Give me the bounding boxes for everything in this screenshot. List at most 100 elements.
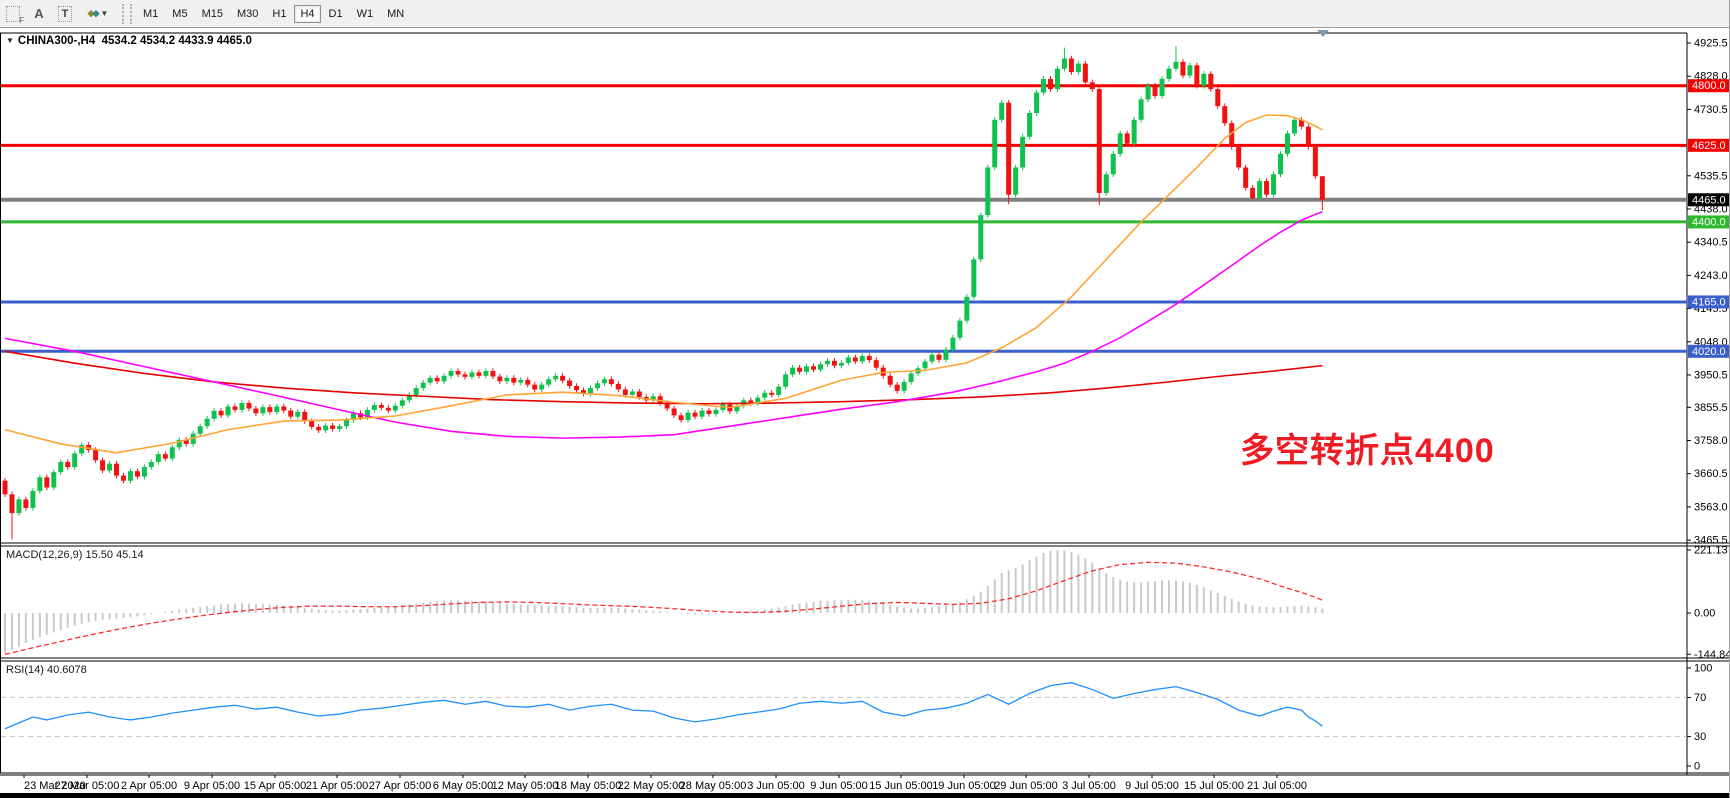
price-badge-label: 4400.0 [1692,216,1726,228]
candle [1298,119,1304,127]
candle [1041,78,1047,93]
date-axis-label[interactable]: 19 Jun 05:00 [932,780,996,792]
shapes-tool-icon[interactable]: ◆◆ ▼ [78,3,118,25]
timeframe-button-h1[interactable]: H1 [266,5,292,23]
candle [65,461,71,468]
date-axis-label[interactable]: 9 Jul 05:00 [1125,780,1179,792]
candle [497,376,503,382]
price-tick-label: 4438.0 [1694,203,1728,215]
date-axis-label[interactable]: 3 Jul 05:00 [1062,780,1116,792]
candle [1166,68,1172,79]
candle [155,454,161,462]
candle [1089,82,1095,90]
timeframe-button-m5[interactable]: M5 [166,5,193,23]
candle [567,380,573,387]
dotted-frame-f-icon[interactable]: F [0,3,26,25]
candle [120,475,126,481]
macd-signal-line [4,561,1323,655]
rsi-axis-label: 100 [1694,663,1712,675]
date-axis-label[interactable]: 23 Mar 2020 [24,780,86,792]
date-axis-label[interactable]: 27 Apr 05:00 [369,780,431,792]
candle [406,394,412,401]
timeframe-button-d1[interactable]: D1 [323,5,349,23]
candle [1138,99,1144,120]
candle [371,405,377,410]
rsi-value: 40.6078 [46,664,87,676]
candle [574,386,580,391]
date-axis-label[interactable]: 9 Jun 05:00 [810,780,868,792]
candle [302,411,308,422]
candle [1319,176,1325,200]
timeframe-button-h4[interactable]: H4 [294,4,321,23]
candle [100,460,106,471]
date-axis-label[interactable]: 22 May 05:00 [618,780,685,792]
price-badge-4165.0 [1688,295,1730,309]
macd-axis-label: 221.13 [1694,545,1728,557]
candle [483,371,489,376]
candle [274,406,280,412]
candle [1271,174,1277,195]
date-axis-label[interactable]: 15 Apr 05:00 [244,780,306,792]
candle [797,367,803,372]
candle [1305,126,1311,148]
candle [546,379,552,385]
price-badge-4800.0 [1688,79,1730,93]
dotted-frame-icon [5,5,21,22]
candle [929,354,935,362]
date-axis-label[interactable]: 6 May 05:00 [433,780,494,792]
date-axis-label[interactable]: 9 Apr 05:00 [184,780,240,792]
candle [2,480,8,495]
candle [894,384,900,391]
candle [448,371,454,376]
candle [1034,92,1040,113]
timeframe-button-m30[interactable]: M30 [231,5,264,23]
candle [922,361,928,369]
date-axis-label[interactable]: 2 Apr 05:00 [121,780,177,792]
candle [985,167,991,216]
letter-a-icon[interactable]: A [34,6,44,21]
date-axis-label[interactable]: 12 May 05:00 [492,780,559,792]
candle [337,426,343,429]
candle [999,102,1005,120]
timeframe-button-m1[interactable]: M1 [137,5,164,23]
candle [1284,133,1290,154]
toolbar-grip[interactable] [122,3,132,24]
date-axis-label[interactable]: 21 Jul 05:00 [1247,780,1307,792]
date-axis-label[interactable]: 15 Jun 05:00 [869,780,933,792]
date-axis-label[interactable]: 3 Jun 05:00 [747,780,805,792]
candle [413,388,419,395]
candle [804,366,810,372]
candle [434,377,440,382]
candle [169,447,175,459]
timeframe-button-mn[interactable]: MN [381,5,410,23]
candle [1096,89,1102,193]
chart-shift-marker-icon[interactable] [1317,30,1329,37]
candle [107,463,113,471]
candle [37,477,43,491]
candle [1068,58,1074,73]
candle [1159,78,1165,96]
date-axis-label[interactable]: 18 May 05:00 [555,780,622,792]
candle [1222,106,1228,124]
date-axis-label[interactable]: 28 May 05:00 [680,780,747,792]
date-axis-label[interactable]: 15 Jul 05:00 [1184,780,1244,792]
candle [72,453,78,468]
timeframe-button-w1[interactable]: W1 [351,5,380,23]
candle [692,412,698,417]
date-axis-label[interactable]: 21 Apr 05:00 [306,780,368,792]
shapes-dropdown-caret-icon[interactable]: ▼ [100,9,109,18]
date-axis-label[interactable]: 27 Mar 05:00 [55,780,120,792]
chart-text-annotation[interactable]: 多空转折点4400 [1240,432,1495,470]
candle [239,403,245,410]
candle [1152,85,1158,96]
candle [364,409,370,418]
symbol-dropdown-caret-icon[interactable]: ▼ [6,36,14,45]
timeframe-button-m15[interactable]: M15 [196,5,229,23]
diamond-shapes-icon: ◆◆ [87,8,100,18]
price-tick-label: 3465.5 [1694,535,1728,547]
candle [316,426,322,431]
date-axis-label[interactable]: 29 Jun 05:00 [994,780,1058,792]
text-label-tool-icon[interactable]: T [52,3,78,25]
candle [831,360,837,366]
